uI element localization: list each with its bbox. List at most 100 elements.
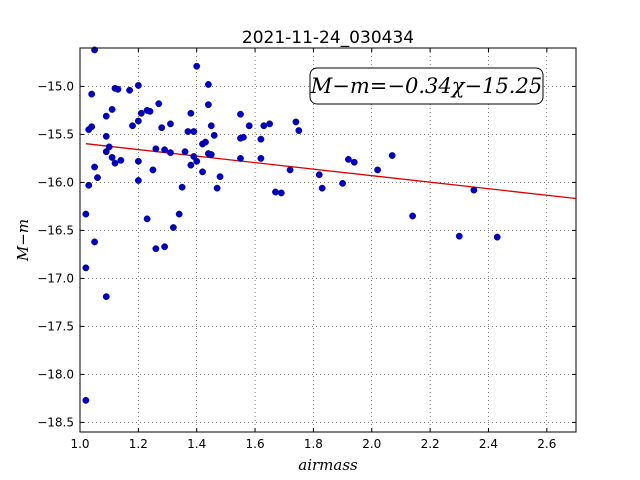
y-tick-label: −15.5 bbox=[37, 127, 74, 141]
y-tick-label: −18.0 bbox=[37, 367, 74, 381]
data-point bbox=[158, 124, 166, 132]
x-tick-label: 1.2 bbox=[129, 437, 148, 451]
data-point bbox=[143, 215, 151, 223]
data-point bbox=[339, 179, 346, 187]
data-point bbox=[102, 148, 110, 156]
data-point bbox=[237, 110, 244, 118]
data-point bbox=[108, 106, 116, 113]
data-point bbox=[216, 173, 224, 181]
data-point bbox=[152, 245, 160, 253]
data-point bbox=[315, 171, 323, 179]
data-point bbox=[272, 188, 279, 196]
data-point bbox=[286, 166, 294, 174]
data-point bbox=[175, 210, 183, 218]
data-point bbox=[108, 154, 116, 161]
data-point bbox=[374, 166, 381, 174]
data-points bbox=[82, 46, 501, 404]
data-point bbox=[260, 122, 268, 130]
data-point bbox=[126, 86, 134, 94]
x-tick-label: 2.4 bbox=[479, 437, 498, 451]
data-point bbox=[169, 224, 177, 231]
data-point bbox=[190, 128, 198, 135]
x-tick-label: 2.0 bbox=[362, 437, 381, 451]
grid-lines bbox=[79, 48, 576, 432]
data-point bbox=[155, 100, 163, 108]
axis-ticks: 1.0 1.2 1.4 1.6 1.8 2.0 2.2 2.4 2.6 −15.0 −15.5 −16… bbox=[37, 48, 576, 451]
data-point bbox=[266, 120, 274, 128]
y-tick-label: −17.5 bbox=[37, 319, 74, 333]
x-tick-label: 2.6 bbox=[537, 437, 556, 451]
y-tick-label: −17.0 bbox=[37, 271, 74, 285]
y-tick-label: −16.0 bbox=[37, 175, 74, 189]
data-point bbox=[237, 154, 244, 162]
x-tick-label: 1.0 bbox=[70, 437, 89, 451]
chart-title: 2021-11-24_030434 bbox=[242, 28, 414, 48]
fit-equation-box bbox=[309, 67, 544, 105]
data-point bbox=[111, 159, 119, 167]
data-point bbox=[82, 210, 90, 218]
data-point bbox=[493, 233, 501, 241]
data-point bbox=[85, 181, 93, 189]
data-point bbox=[295, 127, 303, 134]
data-point bbox=[152, 145, 160, 153]
data-point bbox=[91, 163, 98, 171]
data-point bbox=[161, 243, 169, 251]
data-point bbox=[167, 149, 174, 157]
data-point bbox=[167, 120, 174, 128]
data-point bbox=[94, 174, 101, 182]
data-point bbox=[184, 128, 192, 135]
data-point bbox=[207, 122, 215, 130]
y-tick-label: −15.0 bbox=[37, 79, 74, 93]
data-point bbox=[388, 152, 396, 159]
data-point bbox=[178, 183, 186, 191]
x-tick-label: 2.2 bbox=[421, 437, 440, 451]
data-point bbox=[193, 157, 201, 165]
data-point bbox=[237, 134, 244, 142]
x-tick-label: 1.4 bbox=[187, 437, 206, 451]
data-point bbox=[134, 82, 142, 89]
data-point bbox=[257, 135, 265, 143]
data-point bbox=[114, 85, 122, 93]
data-point bbox=[88, 123, 96, 131]
data-point bbox=[193, 62, 201, 70]
data-point bbox=[134, 157, 142, 165]
data-point bbox=[161, 146, 169, 154]
data-point bbox=[187, 161, 195, 169]
data-point bbox=[213, 184, 221, 192]
data-point bbox=[117, 156, 125, 164]
data-point bbox=[102, 112, 110, 120]
data-point bbox=[181, 148, 189, 156]
data-point bbox=[318, 184, 326, 192]
data-point bbox=[207, 151, 215, 158]
data-point bbox=[82, 396, 90, 404]
data-point bbox=[102, 132, 110, 140]
x-tick-label: 1.8 bbox=[304, 437, 323, 451]
plot-frame bbox=[79, 47, 577, 433]
data-point bbox=[137, 109, 145, 117]
y-tick-label: −16.5 bbox=[37, 223, 74, 237]
data-point bbox=[204, 81, 212, 88]
data-point bbox=[82, 264, 90, 272]
data-point bbox=[245, 122, 253, 130]
data-point bbox=[199, 168, 206, 176]
plot-area bbox=[80, 48, 576, 432]
data-point bbox=[204, 101, 212, 109]
data-point bbox=[91, 238, 98, 246]
fit-equation: M−m=−0.34χ−15.25 bbox=[310, 74, 542, 98]
data-point bbox=[129, 122, 136, 130]
data-point bbox=[350, 158, 358, 166]
data-point bbox=[88, 90, 96, 98]
data-point bbox=[102, 293, 110, 301]
data-point bbox=[146, 107, 154, 115]
y-axis-label: M−m bbox=[14, 219, 32, 262]
data-point bbox=[134, 117, 142, 125]
x-tick-label: 1.6 bbox=[246, 437, 265, 451]
data-point bbox=[134, 177, 142, 184]
data-point bbox=[187, 109, 195, 117]
y-tick-label: −18.5 bbox=[37, 415, 74, 429]
data-point bbox=[210, 131, 218, 139]
data-point bbox=[455, 232, 463, 240]
data-point bbox=[292, 118, 300, 126]
x-axis-label: airmass bbox=[298, 456, 358, 474]
